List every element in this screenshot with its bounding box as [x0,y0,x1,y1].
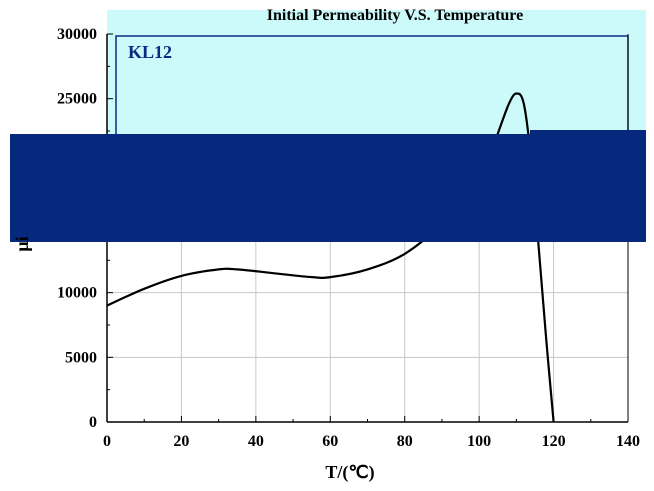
x-tick-label: 20 [173,433,189,450]
x-tick-label: 0 [103,433,111,450]
x-tick-label: 120 [542,433,566,450]
y-tick-label: 25000 [57,91,97,108]
x-tick-label: 60 [322,433,338,450]
x-axis-title: T/(℃) [325,462,374,483]
x-tick-label: 80 [397,433,413,450]
series-lines [10,92,646,423]
y-tick-label: 0 [89,414,97,431]
x-tick-label: 40 [248,433,264,450]
dark-overlay-step-top [530,130,646,136]
x-tick-label: 100 [467,433,491,450]
y-axis-title: μi [12,236,32,251]
y-tick-label: 5000 [65,349,97,366]
y-tick-label: 30000 [57,26,97,43]
y-tick-label: 10000 [57,285,97,302]
dark-overlay-band-top [10,134,646,242]
x-tick-label: 140 [616,433,640,450]
chart-title: Initial Permeability V.S. Temperature [267,7,523,24]
light-overlay-band [107,10,646,134]
legend-series-label: KL12 [128,42,172,62]
